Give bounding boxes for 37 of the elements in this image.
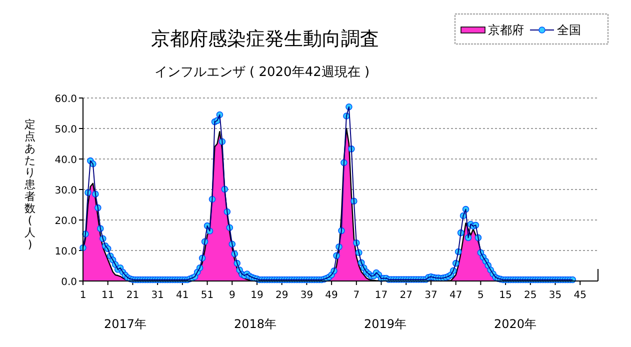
- y-tick-label: 40.0: [54, 155, 77, 166]
- x-tick-label: 27: [400, 290, 412, 301]
- x-tick-label: 31: [151, 290, 164, 301]
- x-tick-label: 41: [176, 290, 189, 301]
- x-tick-label: 5: [477, 290, 484, 301]
- y-tick-label: 30.0: [54, 186, 77, 196]
- x-tick-label: 49: [325, 290, 338, 301]
- subtitle: インフルエンザ ( 2020年42週現在 ): [154, 65, 370, 80]
- x-tick-label: 47: [449, 290, 462, 301]
- annotation: 2019年: [364, 317, 407, 331]
- legend-label: 京都府: [488, 23, 524, 37]
- y-tick-label: 10.0: [54, 246, 77, 258]
- x-tick-label: 29: [275, 290, 288, 301]
- x-tick-label: 35: [548, 290, 562, 301]
- x-tick-label: 19: [250, 290, 264, 301]
- y-tick-label: 0.0: [61, 277, 77, 288]
- y-tick-label: 20.0: [54, 216, 77, 227]
- title: 京都府感染症発生動向調査: [151, 28, 379, 50]
- x-tick-label: 51: [200, 290, 214, 301]
- x-tick-label: 15: [499, 290, 512, 301]
- annotation: 2017年: [104, 317, 147, 331]
- y-tick-label: 60.0: [54, 94, 77, 105]
- x-tick-label: 45: [574, 290, 586, 301]
- x-tick-label: 39: [300, 290, 314, 301]
- annotation: 2020年: [494, 317, 536, 331]
- x-tick-label: 21: [126, 290, 140, 301]
- ylabel: 定点あたり患者数(人): [24, 118, 36, 251]
- x-tick-label: 7: [353, 290, 360, 301]
- x-tick-label: 25: [524, 290, 537, 301]
- x-tick-label: 11: [101, 290, 114, 301]
- x-tick-label: 1: [80, 290, 86, 301]
- annotation: 2018年: [234, 317, 277, 331]
- y-tick-label: 50.0: [54, 124, 77, 136]
- x-tick-label: 9: [228, 290, 236, 301]
- legend-label: 全国: [557, 23, 581, 37]
- x-tick-label: 37: [424, 290, 438, 301]
- x-tick-label: 17: [374, 290, 388, 301]
